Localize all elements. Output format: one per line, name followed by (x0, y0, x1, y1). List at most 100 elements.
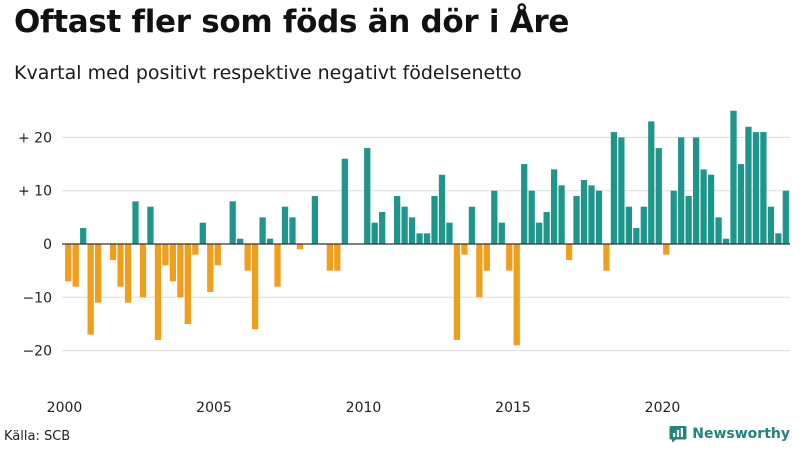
bar-positive (715, 217, 722, 244)
bar-negative (139, 244, 147, 298)
bar-positive (760, 132, 767, 244)
bar-positive (573, 196, 580, 244)
bar-positive (132, 201, 139, 244)
bar-positive (371, 222, 378, 244)
bars (65, 110, 789, 346)
bar-positive (416, 233, 423, 244)
bar-negative (117, 244, 124, 287)
bar-positive (147, 206, 154, 244)
bar-positive (752, 132, 760, 244)
bar-negative (334, 244, 341, 271)
bar-positive (199, 222, 206, 244)
bar-positive (670, 190, 677, 244)
bar-positive (289, 217, 296, 244)
bar-positive (685, 196, 692, 244)
bar-positive (640, 206, 647, 244)
bar-negative (326, 244, 333, 271)
bar-negative (162, 244, 169, 266)
bar-positive (610, 132, 618, 244)
bar-positive (80, 228, 87, 244)
bar-negative (565, 244, 573, 260)
y-tick-label: 0 (43, 237, 52, 253)
bar-positive (498, 222, 505, 244)
bar-positive (431, 196, 438, 244)
bar-negative (476, 244, 483, 298)
bar-positive (536, 222, 543, 244)
bar-positive (423, 233, 431, 244)
x-tick-label: 2000 (47, 400, 83, 416)
bar-negative (95, 244, 102, 303)
x-axis-labels: 2000 2005 2010 2015 2020 (47, 400, 681, 416)
bar-positive (580, 180, 588, 244)
bar-positive (655, 148, 662, 244)
bar-positive (678, 137, 685, 244)
bar-positive (229, 201, 236, 244)
bar-positive (633, 228, 640, 244)
bar-negative (296, 244, 304, 250)
y-tick-label: −10 (22, 290, 52, 306)
bar-negative (603, 244, 610, 271)
bar-negative (124, 244, 132, 303)
bar-positive (266, 238, 274, 244)
y-tick-label: + 10 (18, 184, 52, 200)
bar-positive (707, 174, 715, 244)
bar-positive (468, 206, 476, 244)
bar-chart-icon (669, 426, 687, 443)
bar-positive (700, 169, 707, 244)
bar-negative (214, 244, 221, 266)
bar-negative (72, 244, 79, 287)
bar-negative (192, 244, 199, 255)
bar-negative (87, 244, 94, 335)
brand-name: Newsworthy (692, 426, 790, 442)
bar-positive (595, 190, 603, 244)
x-tick-label: 2015 (495, 400, 531, 416)
y-tick-label: + 20 (18, 130, 52, 146)
bar-negative (244, 244, 251, 271)
bar-positive (394, 196, 401, 244)
bar-positive (364, 148, 371, 244)
bar-positive (722, 238, 730, 244)
bar-positive (782, 190, 789, 244)
bar-negative (169, 244, 177, 282)
bar-positive (521, 164, 528, 244)
bar-negative (506, 244, 513, 271)
bar-positive (311, 196, 319, 244)
x-tick-label: 2005 (196, 400, 232, 416)
bar-positive (767, 206, 775, 244)
bar-positive (401, 206, 408, 244)
bar-positive (737, 164, 745, 244)
bar-positive (648, 121, 655, 244)
bar-negative (453, 244, 461, 340)
bar-positive (341, 158, 348, 244)
chart-title: Oftast fler som föds än dör i Åre (14, 4, 570, 40)
bar-positive (528, 190, 535, 244)
bar-positive (625, 206, 632, 244)
y-tick-label: −20 (22, 344, 52, 360)
bar-positive (550, 169, 558, 244)
bar-positive (438, 174, 446, 244)
bar-positive (618, 137, 625, 244)
bar-negative (109, 244, 117, 260)
bar-positive (775, 233, 782, 244)
bar-positive (745, 126, 752, 244)
bar-positive (730, 110, 737, 244)
bar-positive (408, 217, 416, 244)
bar-positive (558, 185, 565, 244)
bar-positive (379, 212, 386, 244)
bar-positive (693, 137, 700, 244)
bar-negative (461, 244, 468, 255)
bar-negative (207, 244, 214, 292)
bar-negative (483, 244, 490, 271)
bar-negative (274, 244, 281, 287)
bar-positive (491, 190, 498, 244)
x-tick-label: 2010 (346, 400, 382, 416)
x-tick-label: 2020 (645, 400, 681, 416)
bar-negative (154, 244, 162, 340)
bar-positive (446, 222, 453, 244)
bar-negative (663, 244, 670, 255)
bar-positive (259, 217, 266, 244)
bar-negative (513, 244, 520, 346)
newsworthy-logo[interactable]: Newsworthy (669, 425, 790, 443)
bar-negative (251, 244, 259, 330)
